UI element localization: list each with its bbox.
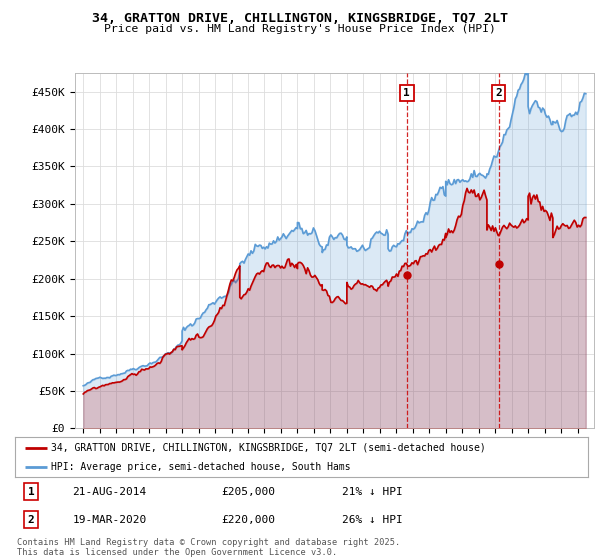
Text: 21% ↓ HPI: 21% ↓ HPI	[341, 487, 403, 497]
Text: 34, GRATTON DRIVE, CHILLINGTON, KINGSBRIDGE, TQ7 2LT (semi-detached house): 34, GRATTON DRIVE, CHILLINGTON, KINGSBRI…	[51, 443, 486, 452]
Text: 1: 1	[403, 88, 410, 98]
Text: Price paid vs. HM Land Registry's House Price Index (HPI): Price paid vs. HM Land Registry's House …	[104, 24, 496, 34]
Text: 34, GRATTON DRIVE, CHILLINGTON, KINGSBRIDGE, TQ7 2LT: 34, GRATTON DRIVE, CHILLINGTON, KINGSBRI…	[92, 12, 508, 25]
Text: HPI: Average price, semi-detached house, South Hams: HPI: Average price, semi-detached house,…	[51, 462, 351, 472]
Text: 19-MAR-2020: 19-MAR-2020	[73, 515, 146, 525]
Text: 2: 2	[28, 515, 34, 525]
Text: 21-AUG-2014: 21-AUG-2014	[73, 487, 146, 497]
Text: £205,000: £205,000	[221, 487, 275, 497]
Text: Contains HM Land Registry data © Crown copyright and database right 2025.
This d: Contains HM Land Registry data © Crown c…	[17, 538, 400, 557]
Text: 26% ↓ HPI: 26% ↓ HPI	[341, 515, 403, 525]
Text: 2: 2	[496, 88, 502, 98]
Text: £220,000: £220,000	[221, 515, 275, 525]
Text: 1: 1	[28, 487, 34, 497]
